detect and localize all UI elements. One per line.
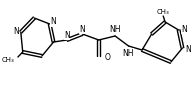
Text: CH₃: CH₃ [1, 57, 14, 63]
Text: NH: NH [109, 26, 121, 34]
Text: N: N [182, 24, 187, 34]
Text: N: N [64, 31, 70, 40]
Text: O: O [105, 54, 110, 62]
Text: N: N [13, 27, 19, 37]
Text: N: N [51, 18, 56, 26]
Text: N: N [185, 45, 191, 54]
Text: CH₃: CH₃ [157, 9, 170, 15]
Text: N: N [80, 24, 85, 34]
Text: NH: NH [122, 48, 133, 57]
